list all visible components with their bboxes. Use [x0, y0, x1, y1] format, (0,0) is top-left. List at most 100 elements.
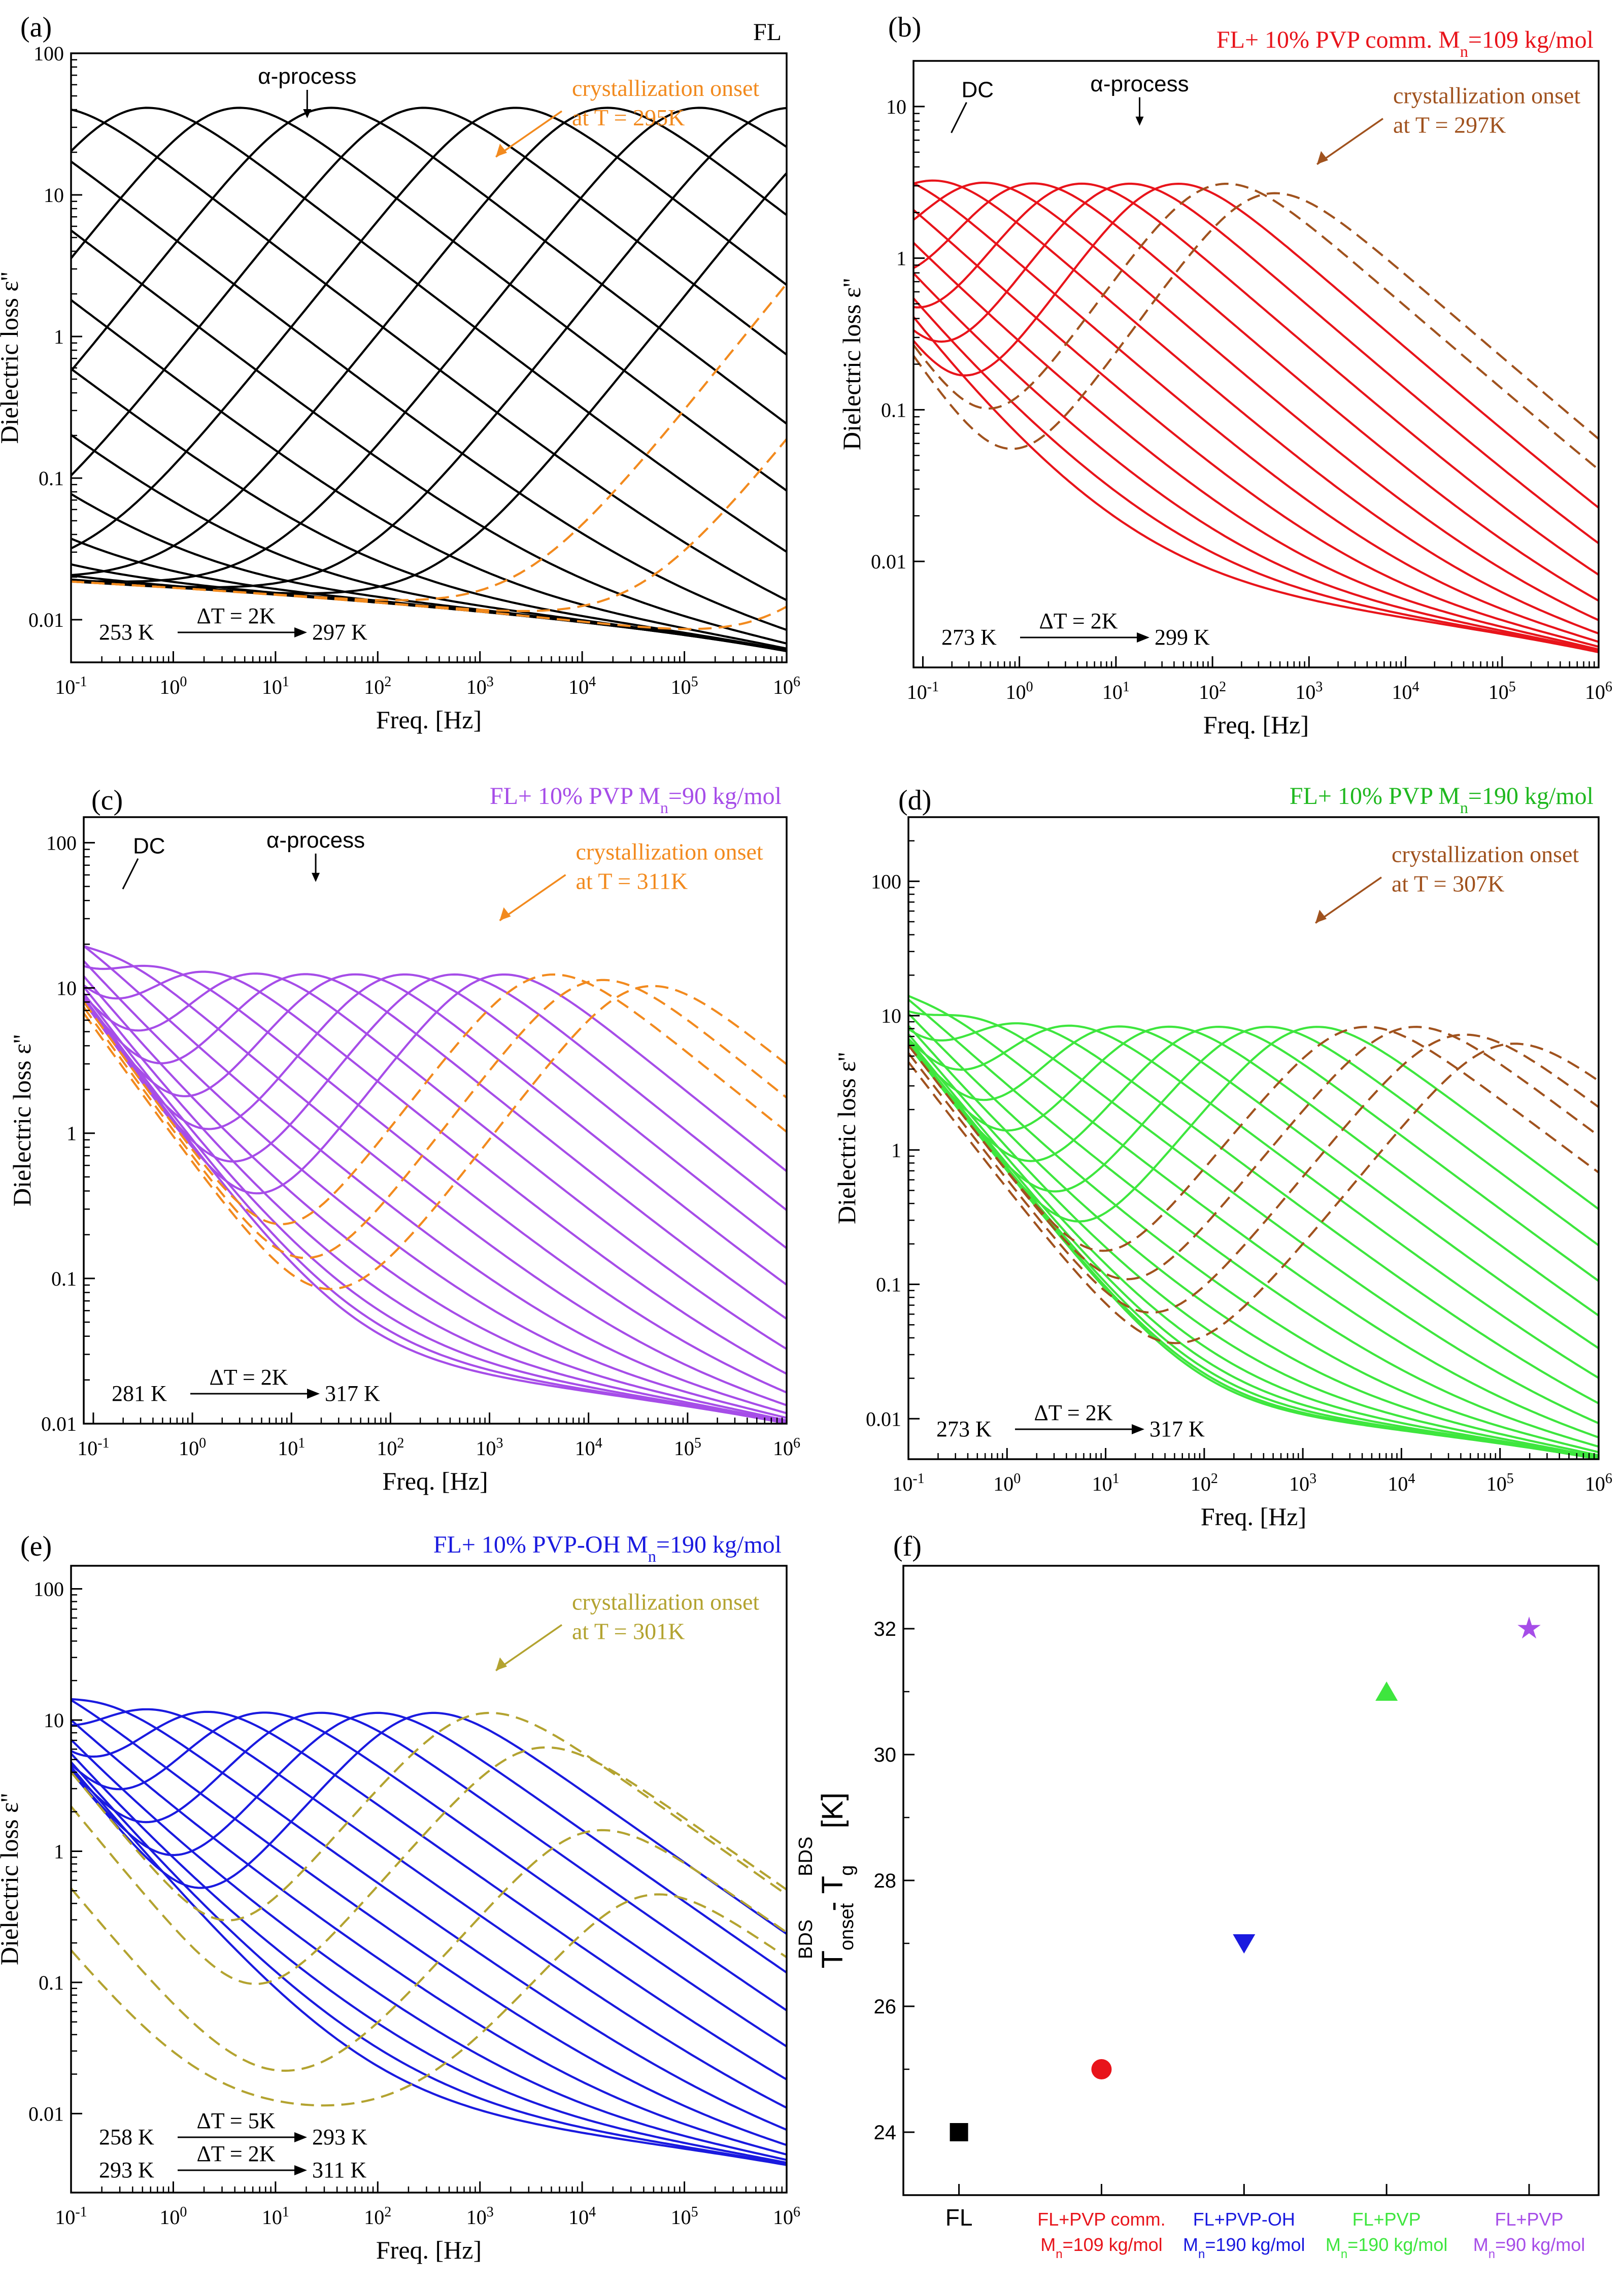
- x-tick-label: 10-1: [55, 2204, 87, 2229]
- temp-start: 258 K: [99, 2125, 154, 2149]
- onset-arrow: [1315, 877, 1382, 924]
- x-tick-label: 10-1: [892, 1471, 924, 1496]
- plot-frame: [70, 1565, 788, 2194]
- series-dashed-2: [71, 580, 787, 630]
- x-tick-label: 101: [278, 1435, 305, 1460]
- panel-title: FL: [753, 19, 782, 46]
- y-tick-label: 0.01: [866, 1407, 901, 1430]
- marker-3: [1375, 1681, 1398, 1701]
- series-line-287K: [908, 1013, 1599, 1454]
- y-tick-label: 100: [33, 1578, 64, 1601]
- category-label: FL+PVP comm.: [1037, 2209, 1165, 2230]
- series-line-277K: [913, 272, 1599, 652]
- y-tick-label: 1: [54, 1840, 64, 1863]
- onset-temperature: at T = 307K: [1392, 871, 1504, 897]
- y-tick-label: 0.01: [28, 2102, 64, 2125]
- series-line-275K: [71, 107, 787, 553]
- temp-arrowhead: [294, 627, 307, 637]
- marker-1: [1091, 2059, 1112, 2079]
- temp-end: 311 K: [312, 2158, 366, 2182]
- plot-frame: [70, 52, 788, 663]
- temp-start: 273 K: [936, 1417, 992, 1441]
- series-line-273K: [913, 316, 1599, 654]
- y-axis-label: Dielectric loss ε'': [0, 272, 23, 444]
- category-sublabel: Mn=190 kg/mol: [1183, 2234, 1305, 2261]
- series-line-268K: [71, 1699, 787, 2146]
- series-dashed-2: [71, 1829, 787, 2072]
- x-tick-label: 106: [773, 2204, 800, 2229]
- y-tick-label: 0.1: [39, 467, 64, 490]
- series-line-276K: [71, 1711, 787, 2047]
- series-line-281K: [908, 1038, 1599, 1459]
- series-line-291K: [84, 960, 787, 1419]
- onset-arrow: [495, 1624, 562, 1671]
- onset-arrowhead: [496, 1657, 507, 1671]
- y-tick-label: 28: [874, 1870, 897, 1892]
- series-line-291K: [908, 995, 1599, 1439]
- series-line-279K: [71, 107, 787, 425]
- marker-2: [1233, 1934, 1256, 1954]
- series-line-283K: [71, 107, 787, 550]
- temp-start: 281 K: [112, 1381, 167, 1406]
- series-line-285K: [84, 992, 787, 1424]
- temp-end: 299 K: [1155, 625, 1210, 650]
- y-axis-label: Dielectric loss ε'': [832, 1052, 861, 1224]
- alpha-process-arrowhead: [1135, 116, 1144, 126]
- temp-arrowhead: [1137, 632, 1149, 643]
- panel-e: 10-1 100 101 102 103 104 105 106 0.01 0.1 1 10 100 Fr…: [0, 1531, 800, 2264]
- y-tick-label: 10: [881, 1004, 901, 1027]
- series-line-258K: [71, 1766, 787, 2166]
- dc-arrow: [122, 858, 139, 890]
- alpha-process-arrowhead: [303, 109, 312, 118]
- onset-arrow: [1316, 118, 1383, 165]
- x-tick-label: 101: [262, 674, 289, 699]
- series-line-277K: [71, 107, 787, 492]
- series-dashed-0: [913, 183, 1599, 470]
- panel-label: (d): [898, 785, 931, 816]
- x-tick-label: 103: [1295, 679, 1323, 704]
- temp-arrowhead: [294, 2165, 307, 2175]
- series-line-277K: [908, 1042, 1599, 1459]
- y-tick-label: 0.01: [28, 609, 64, 631]
- panel-d: 10-1 100 101 102 103 104 105 106 0.01 0.1 1 10 100 Fr…: [832, 783, 1612, 1531]
- y-tick-label: 26: [874, 1996, 897, 2018]
- temp-end: 293 K: [312, 2125, 367, 2149]
- temp-step: ΔT = 2K: [1034, 1400, 1113, 1425]
- series-line-267K: [71, 299, 787, 650]
- series-line-299K: [84, 970, 787, 1375]
- onset-label: crystallization onset: [572, 75, 759, 101]
- alpha-process-label: α-process: [258, 64, 356, 89]
- x-tick-label: 100: [179, 1435, 206, 1460]
- series-line-285K: [908, 1025, 1599, 1457]
- series-line-295K: [908, 1022, 1599, 1404]
- temp-arrowhead: [1132, 1424, 1144, 1434]
- series-line-275K: [913, 297, 1599, 653]
- plot-area: [71, 107, 787, 652]
- series-line-303K: [908, 1025, 1599, 1282]
- series-line-285K: [71, 107, 787, 577]
- panel-label: (e): [20, 1531, 52, 1562]
- dc-label: DC: [962, 78, 994, 103]
- x-tick-label: 102: [377, 1435, 404, 1460]
- x-tick-label: 105: [671, 2204, 698, 2229]
- series-dashed-1: [913, 192, 1599, 450]
- category-sublabel: Mn=190 kg/mol: [1326, 2234, 1447, 2261]
- series-line-266K: [71, 1719, 787, 2156]
- series-dashed-0: [71, 283, 787, 601]
- series-line-297K: [84, 964, 787, 1394]
- onset-arrowhead: [496, 144, 507, 157]
- plot-frame: [902, 1565, 1600, 2196]
- temp-step: ΔT = 2K: [210, 1365, 288, 1390]
- series-line-278K: [71, 1711, 787, 2011]
- x-tick-label: 104: [575, 1435, 602, 1460]
- x-axis-label: Freq. [Hz]: [382, 1467, 488, 1495]
- panel-f: (f) 24 26 28 30 32 TonsetBDS - TgBDS [K] FL FL+P…: [795, 1531, 1600, 2261]
- series-line-281K: [84, 998, 787, 1424]
- series-line-287K: [913, 181, 1599, 621]
- series-line-273K: [71, 108, 787, 601]
- category-label: FL+PVP: [1495, 2209, 1563, 2230]
- x-axis-label: Freq. [Hz]: [1203, 711, 1309, 739]
- series-line-283K: [908, 1033, 1599, 1458]
- x-tick-label: 101: [262, 2204, 289, 2229]
- dc-label: DC: [133, 834, 165, 859]
